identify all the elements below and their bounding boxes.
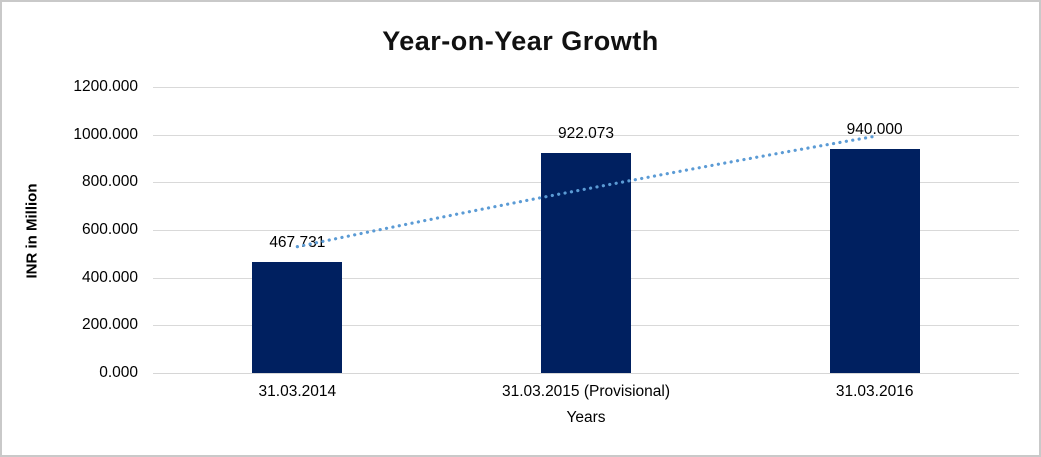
y-tick-label: 1000.000 <box>73 125 138 143</box>
bar <box>541 153 631 373</box>
gridline <box>153 87 1019 88</box>
y-tick-label: 200.000 <box>81 316 138 334</box>
x-axis-title: Years <box>566 409 606 426</box>
x-axis-line <box>153 373 1019 374</box>
x-tick-label: 31.03.2016 <box>835 383 914 400</box>
data-label: 467.731 <box>269 233 326 251</box>
bar <box>252 261 343 373</box>
chart-title: Year-on-Year Growth <box>382 26 659 56</box>
y-tick-label: 400.000 <box>81 268 138 286</box>
data-label: 940.000 <box>846 120 903 138</box>
y-tick-label: 1200.000 <box>73 78 138 95</box>
y-tick-label: 0.000 <box>99 364 138 381</box>
x-tick-label: 31.03.2015 (Provisional) <box>501 383 670 400</box>
data-label: 922.073 <box>557 125 615 143</box>
y-tick-label: 800.000 <box>81 173 138 191</box>
y-tick-label: 600.000 <box>81 221 138 238</box>
plot-area: 467.731 922.073 940.000 <box>153 87 1019 374</box>
bar <box>829 148 920 373</box>
x-tick-label: 31.03.2014 <box>258 383 337 400</box>
